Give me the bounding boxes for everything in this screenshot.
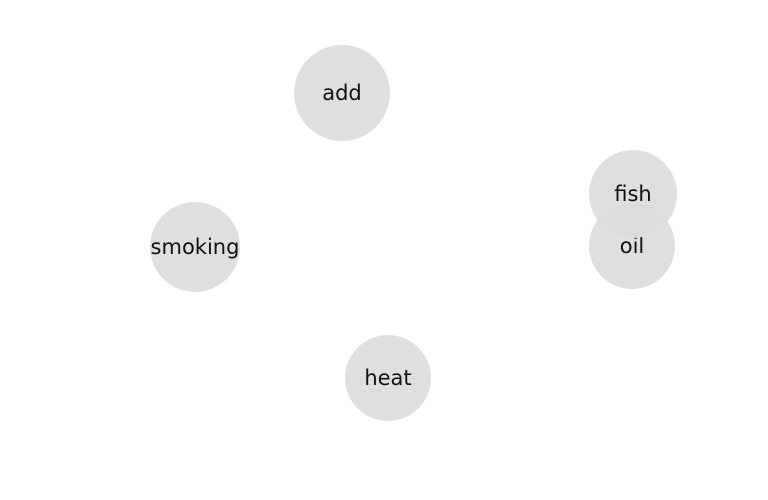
node-add-label: add	[322, 81, 362, 105]
node-add-circle	[294, 45, 390, 141]
node-smoking-label: smoking	[151, 235, 240, 259]
node-oil-label: oil	[620, 234, 645, 258]
node-heat[interactable]: heat	[345, 335, 431, 421]
node-fish-label: fish	[614, 182, 651, 206]
node-add[interactable]: add	[294, 45, 390, 141]
nodes-layer: add smoking heat oil fish	[150, 45, 677, 421]
node-smoking-circle	[150, 202, 240, 292]
node-fish[interactable]: fish	[589, 150, 677, 238]
node-heat-label: heat	[364, 366, 411, 390]
node-smoking[interactable]: smoking	[150, 202, 240, 292]
node-fish-circle	[589, 150, 677, 238]
node-heat-circle	[345, 335, 431, 421]
